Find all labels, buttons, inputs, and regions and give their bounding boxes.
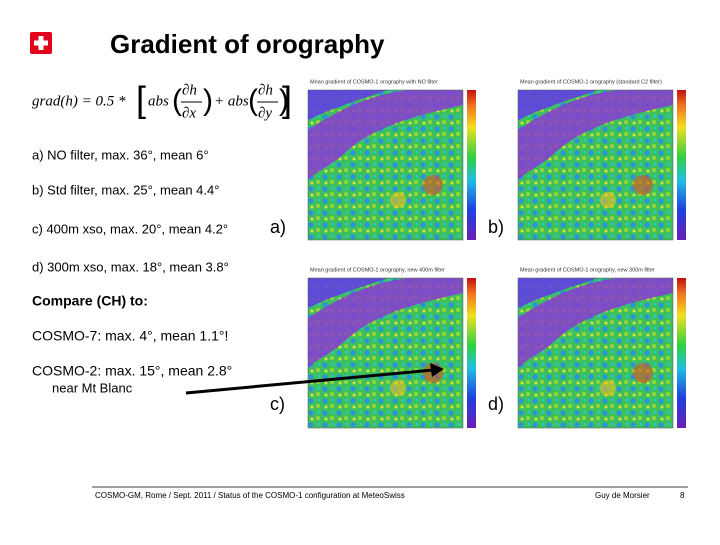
bracket: ] <box>282 79 292 120</box>
formula-text: abs <box>148 93 169 109</box>
map-frame <box>517 89 674 241</box>
compare-item: COSMO-7: max. 4°, mean 1.1°! <box>32 328 228 344</box>
formula-text: ∂y <box>258 105 272 121</box>
panels: Mean gradient of COSMO-1 orography with … <box>270 79 686 429</box>
panel-title: Mean gradient of COSMO-1 orography with … <box>310 79 438 85</box>
bracket: [ <box>136 79 146 120</box>
compare-note: near Mt Blanc <box>52 380 133 395</box>
item: a) NO filter, max. 36°, mean 6° <box>32 147 209 162</box>
panel-label: b) <box>488 217 504 237</box>
item: b) Std filter, max. 25°, mean 4.4° <box>32 182 219 197</box>
formula-text: ∂x <box>182 105 196 121</box>
formula-text: ∂h <box>258 82 273 98</box>
map-image <box>308 278 476 428</box>
paren: ) <box>203 84 213 117</box>
panel-title: Mean gradient of COSMO-1 orography (stan… <box>520 79 662 85</box>
footer-page: 8 <box>680 491 685 500</box>
map-image <box>518 90 686 240</box>
item: c) 400m xso, max. 20°, mean 4.2° <box>32 221 228 236</box>
paren: ( <box>172 84 182 117</box>
formula-text: + abs <box>214 93 249 109</box>
formula-text: ∂h <box>182 82 197 98</box>
panel-label: c) <box>270 394 285 414</box>
map-image <box>518 278 686 428</box>
compare-heading: Compare (CH) to: <box>32 293 148 309</box>
footer-author: Guy de Morsier <box>595 491 650 500</box>
footer-text: COSMO-GM, Rome / Sept. 2011 / Status of … <box>95 491 405 500</box>
formula: grad(h) = 0.5 * [ abs ( ∂h ∂x ) + abs ( … <box>32 79 292 122</box>
map-frame <box>517 277 674 429</box>
item: d) 300m xso, max. 18°, mean 3.8° <box>32 259 229 274</box>
panel-title: Mean gradient of COSMO-1 orography, new … <box>310 267 445 273</box>
title: Gradient of orography <box>110 29 385 59</box>
compare-item: COSMO-2: max. 15°, mean 2.8° <box>32 363 232 379</box>
map-image <box>308 90 476 240</box>
map-frame <box>307 89 464 241</box>
panel-title: Mean gradient of COSMO-1 orography, new … <box>520 267 655 273</box>
formula-text: grad(h) = 0.5 * <box>32 93 126 109</box>
paren: ) <box>279 84 289 117</box>
map-frame <box>307 277 464 429</box>
arrow <box>185 363 444 395</box>
paren: ( <box>248 84 258 117</box>
panel-label: d) <box>488 394 504 414</box>
swiss-logo <box>30 32 52 54</box>
panel-label: a) <box>270 217 286 237</box>
